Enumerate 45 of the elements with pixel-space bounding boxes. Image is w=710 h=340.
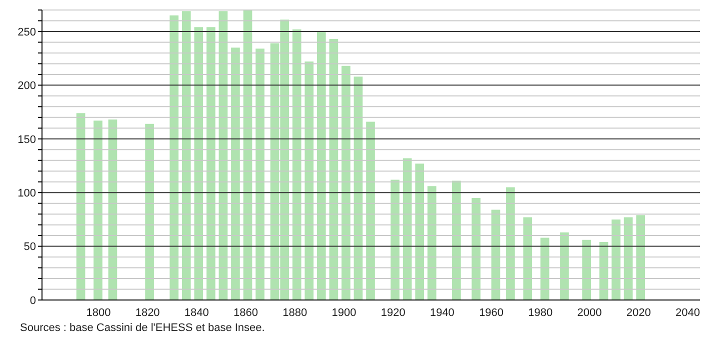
bar [636, 215, 646, 300]
bar [256, 48, 264, 300]
y-tick-label: 100 [18, 188, 36, 200]
x-tick-label: 1800 [86, 306, 111, 319]
bar [582, 240, 591, 300]
x-tick-label: 1920 [380, 306, 406, 319]
x-tick-label: 1940 [430, 306, 454, 319]
x-tick-label: 2040 [675, 306, 700, 319]
bar [304, 62, 314, 300]
bar [472, 198, 481, 300]
bar [612, 219, 620, 300]
x-tick-label: 1820 [135, 306, 160, 319]
bar [506, 187, 515, 300]
bar [560, 232, 569, 300]
source-note: Sources : base Cassini de l'EHESS et base Insee. [20, 322, 265, 334]
x-tick-label: 1840 [184, 306, 209, 319]
y-tick-label: 50 [24, 241, 36, 254]
bar [182, 11, 191, 300]
x-tick-label: 1860 [234, 306, 258, 319]
bar [194, 27, 204, 300]
bar [94, 120, 102, 300]
y-tick-label: 200 [18, 80, 36, 92]
bar [206, 27, 216, 300]
x-tick-label: 1880 [282, 306, 308, 319]
bar [292, 29, 302, 300]
bar [170, 15, 179, 300]
bar [316, 31, 326, 300]
x-tick-label: 1960 [479, 306, 504, 319]
bar [145, 124, 154, 300]
x-tick-label: 2020 [626, 306, 651, 319]
bar [452, 180, 461, 300]
bar [402, 158, 412, 300]
y-tick-label: 150 [18, 134, 36, 146]
bar [366, 122, 375, 300]
x-tick-label: 1900 [332, 306, 356, 319]
y-tick-label: 250 [18, 26, 36, 38]
bar [415, 164, 424, 300]
x-tick-label: 1980 [528, 306, 553, 319]
y-tick-label: 0 [30, 294, 36, 307]
bar [390, 180, 400, 300]
bar [427, 186, 436, 300]
bar [231, 48, 240, 300]
bar [342, 66, 350, 300]
bar [523, 217, 532, 300]
x-tick-label: 2000 [577, 306, 602, 319]
